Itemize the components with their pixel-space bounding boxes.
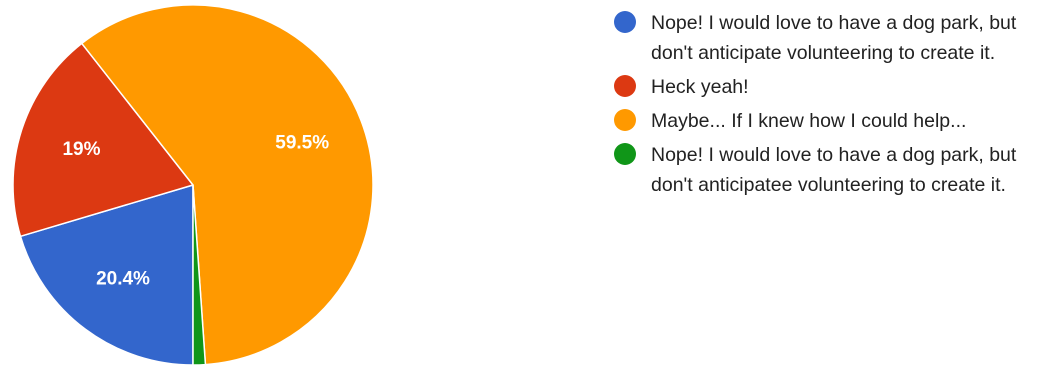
pie-slice-3: [81, 4, 374, 366]
legend: Nope! I would love to have a dog park, b…: [614, 8, 1054, 204]
pie-slice-1: [19, 184, 194, 366]
legend-label: Heck yeah!: [651, 76, 749, 98]
legend-swatch-icon: [614, 143, 636, 165]
pie-slice-label-2: 19%: [62, 139, 100, 160]
pie-slices: [12, 4, 374, 366]
legend-item-3: Maybe... If I knew how I could help...: [614, 106, 1054, 136]
pie-labels: 20.4% 19% 59.5%: [62, 133, 329, 290]
legend-item-2: Heck yeah!: [614, 72, 1054, 102]
legend-label: Nope! I would love to have a dog park, b…: [651, 12, 1017, 64]
pie-slice-4: [192, 184, 207, 366]
legend-swatch-icon: [614, 11, 636, 33]
pie-slice-label-1: 20.4%: [96, 268, 150, 289]
pie-slice-2: [12, 42, 194, 238]
legend-label: Nope! I would love to have a dog park, b…: [651, 144, 1017, 196]
legend-item-4: Nope! I would love to have a dog park, b…: [614, 140, 1054, 200]
legend-item-1: Nope! I would love to have a dog park, b…: [614, 8, 1054, 68]
legend-label: Maybe... If I knew how I could help...: [651, 110, 967, 132]
legend-swatch-icon: [614, 75, 636, 97]
legend-swatch-icon: [614, 109, 636, 131]
pie-slice-label-3: 59.5%: [275, 133, 329, 154]
